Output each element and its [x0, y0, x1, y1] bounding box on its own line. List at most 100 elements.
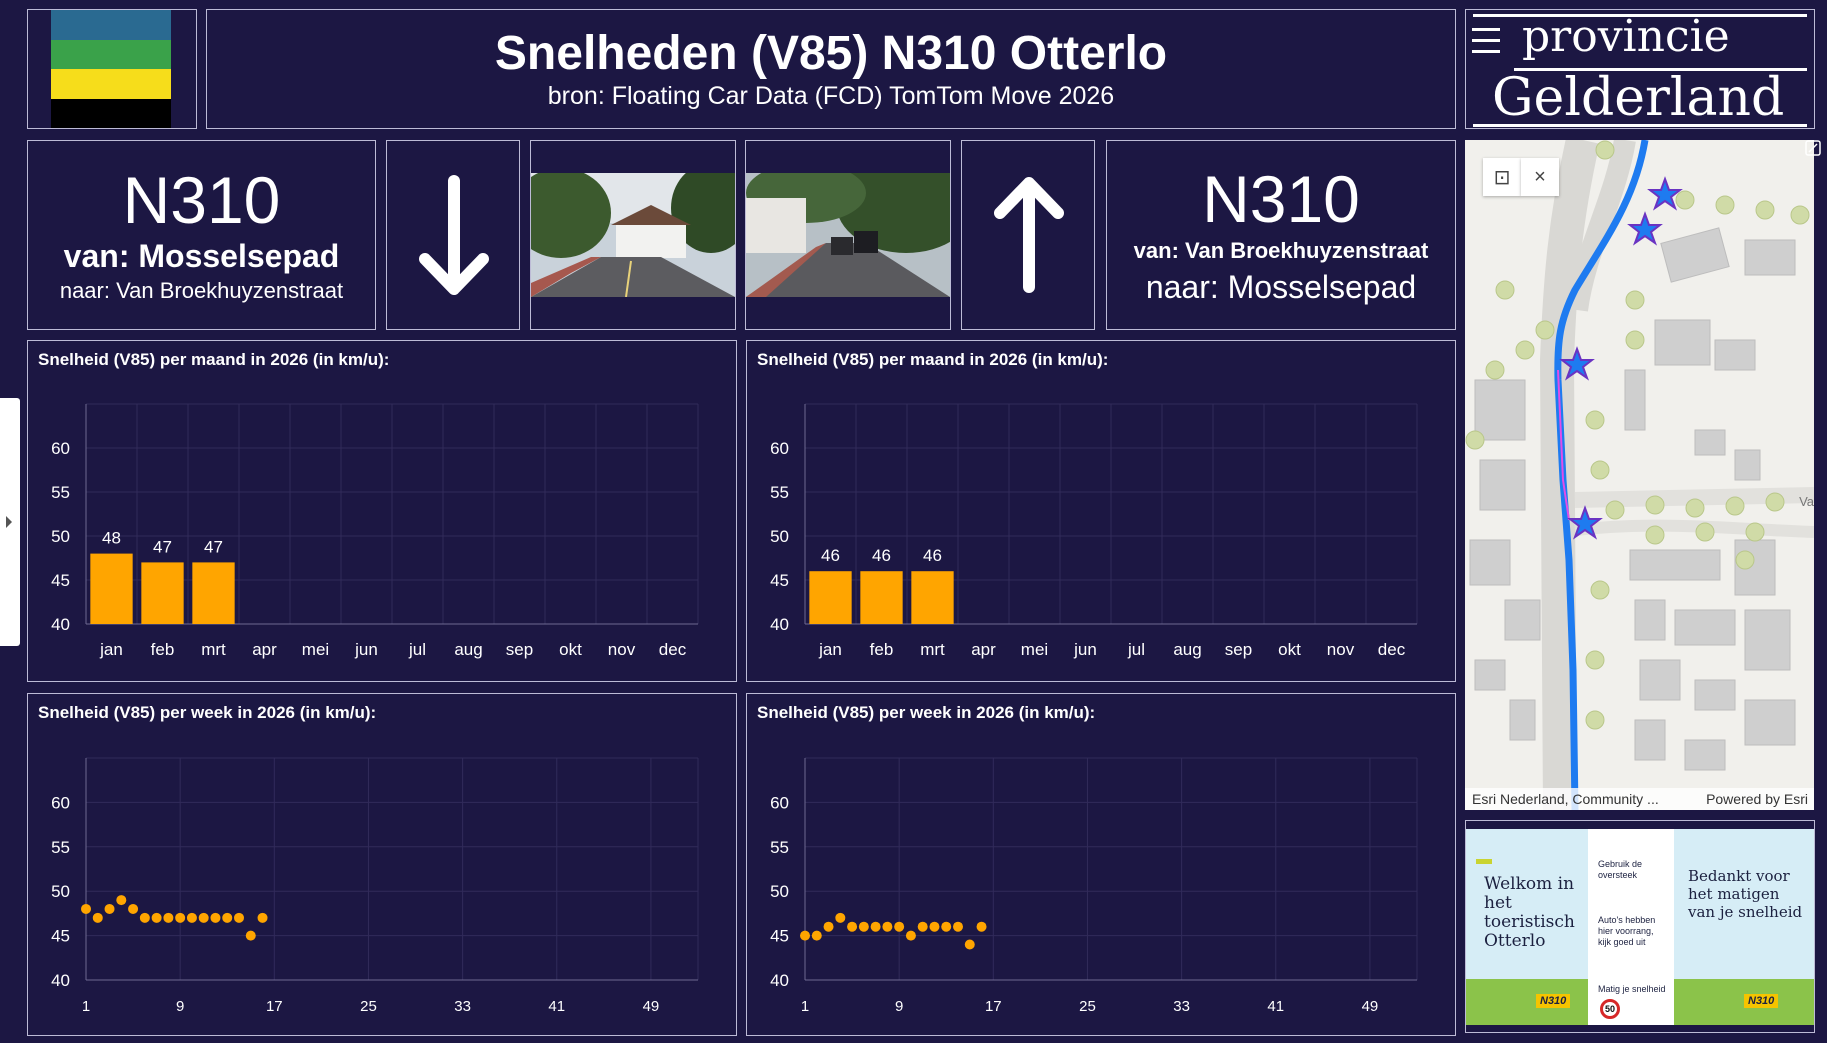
- data-point: [92, 912, 103, 923]
- sidebar-toggle[interactable]: [0, 398, 20, 646]
- y-tick-label: 50: [770, 527, 789, 546]
- data-point: [905, 930, 916, 941]
- data-point: [116, 895, 127, 906]
- flag-stripe: [51, 69, 171, 99]
- y-tick-label: 50: [51, 527, 70, 546]
- data-point: [941, 921, 952, 932]
- x-tick-label: apr: [252, 640, 277, 659]
- page-title: Snelheden (V85) N310 Otterlo: [494, 27, 1168, 80]
- logo-line-gelderland: Gelderland: [1492, 68, 1785, 128]
- y-tick-label: 40: [770, 615, 789, 634]
- bar: [860, 571, 903, 624]
- to-label: naar: Van Broekhuyzenstraat: [59, 278, 344, 303]
- arrow-panel-left: [386, 140, 520, 330]
- data-label: 47: [204, 537, 223, 556]
- x-tick-label: 25: [1079, 998, 1096, 1015]
- x-tick-label: 17: [266, 998, 283, 1015]
- data-label: 48: [102, 529, 121, 548]
- x-tick-label: jan: [99, 640, 123, 659]
- chart-title: Snelheid (V85) per maand in 2026 (in km/…: [38, 350, 390, 369]
- arrow-up-icon: [994, 177, 1064, 293]
- y-tick-label: 55: [770, 838, 789, 857]
- y-tick-label: 60: [51, 439, 70, 458]
- data-point: [210, 912, 221, 923]
- direction-panel-left: N310 van: Mosselsepad naar: Van Broekhuy…: [27, 140, 376, 330]
- powered-by-esri[interactable]: Powered by Esri: [1706, 791, 1808, 807]
- map-close-button[interactable]: ×: [1521, 158, 1559, 196]
- menu-icon-bar: [1472, 39, 1500, 42]
- y-tick-label: 40: [51, 971, 70, 990]
- x-tick-label: mrt: [920, 640, 945, 659]
- gelderland-flag: [51, 10, 171, 128]
- poster-accent-bar: [1476, 859, 1492, 864]
- trees: [1465, 140, 1810, 730]
- poster-panel: Welkom in het toeristisch Otterlo N310 G…: [1465, 820, 1815, 1033]
- map-select-icon[interactable]: ⊡: [1483, 158, 1521, 196]
- data-point: [847, 921, 858, 932]
- fullscreen-icon[interactable]: [1803, 138, 1823, 158]
- x-tick-label: mei: [302, 640, 329, 659]
- bar: [90, 553, 133, 624]
- chart-svg: 40 45 50 55 60 1 9 17 25 33 41 49: [51, 757, 699, 1015]
- x-tick-label: jul: [1127, 640, 1145, 659]
- data-point: [186, 912, 197, 923]
- y-tick-label: 60: [770, 439, 789, 458]
- x-tick-label: dec: [659, 640, 687, 659]
- x-tick-label: mrt: [201, 640, 226, 659]
- logo-bottom-rule: [1473, 124, 1807, 127]
- from-label: van: Mosselsepad: [63, 238, 340, 274]
- y-tick-label: 55: [51, 838, 70, 857]
- street-label: Va: [1799, 494, 1814, 509]
- data-point: [964, 939, 975, 950]
- data-point: [128, 903, 139, 914]
- x-tick-label: apr: [971, 640, 996, 659]
- speed-sign-value: 50: [1604, 1004, 1615, 1014]
- x-tick-label: jun: [354, 640, 378, 659]
- data-point: [823, 921, 834, 932]
- arrow-panel-right: [961, 140, 1095, 330]
- map-attribution[interactable]: Esri Nederland, Community ...: [1472, 791, 1659, 807]
- arrow-down-icon: [419, 175, 489, 295]
- logo-panel: provincie Gelderland: [1465, 9, 1815, 129]
- bar: [141, 562, 184, 624]
- street-photo-image: [531, 173, 735, 297]
- road-number: N310: [1202, 162, 1360, 236]
- data-point: [953, 921, 963, 932]
- x-tick-label: 41: [1267, 998, 1284, 1015]
- data-point: [104, 903, 115, 914]
- y-tick-label: 45: [51, 927, 70, 946]
- street-photo-right: [745, 140, 951, 330]
- route-segment-highlight: [1557, 369, 1570, 521]
- menu-icon[interactable]: [1472, 28, 1500, 62]
- data-label: 47: [153, 537, 172, 556]
- chart-monthly-right: Snelheid (V85) per maand in 2026 (in km/…: [746, 340, 1456, 682]
- map-canvas[interactable]: [1465, 140, 1814, 810]
- poster-mid-text-2: Auto's hebben hier voorrang, kijk goed u…: [1598, 915, 1656, 947]
- x-tick-label: feb: [151, 640, 175, 659]
- location-markers[interactable]: [1559, 176, 1683, 540]
- x-tick-label: dec: [1378, 640, 1406, 659]
- data-point: [858, 921, 869, 932]
- x-tick-label: 41: [548, 998, 565, 1015]
- data-point: [976, 921, 987, 932]
- logo-line-provincie: provincie: [1522, 11, 1730, 62]
- data-point: [894, 921, 905, 932]
- poster-road-tag: N310: [1536, 994, 1571, 1008]
- x-tick-label: jan: [818, 640, 842, 659]
- chart-title: Snelheid (V85) per week in 2026 (in km/u…: [38, 703, 377, 722]
- x-tick-label: 25: [360, 998, 377, 1015]
- map-view[interactable]: ⊡ × Va Esri Nederland, Community ... Pow…: [1465, 140, 1814, 810]
- x-tick-label: okt: [559, 640, 582, 659]
- x-tick-label: 33: [454, 998, 471, 1015]
- data-point: [870, 921, 881, 932]
- y-tick-label: 40: [770, 971, 789, 990]
- data-point: [139, 912, 150, 923]
- data-point: [234, 912, 244, 923]
- y-tick-label: 45: [51, 571, 70, 590]
- x-tick-label: aug: [1173, 640, 1201, 659]
- x-tick-label: aug: [454, 640, 482, 659]
- poster-welcome-text: Welkom in het toeristisch Otterlo: [1484, 874, 1575, 951]
- x-tick-label: nov: [608, 640, 636, 659]
- y-tick-label: 55: [770, 483, 789, 502]
- chart-title: Snelheid (V85) per week in 2026 (in km/u…: [757, 703, 1096, 722]
